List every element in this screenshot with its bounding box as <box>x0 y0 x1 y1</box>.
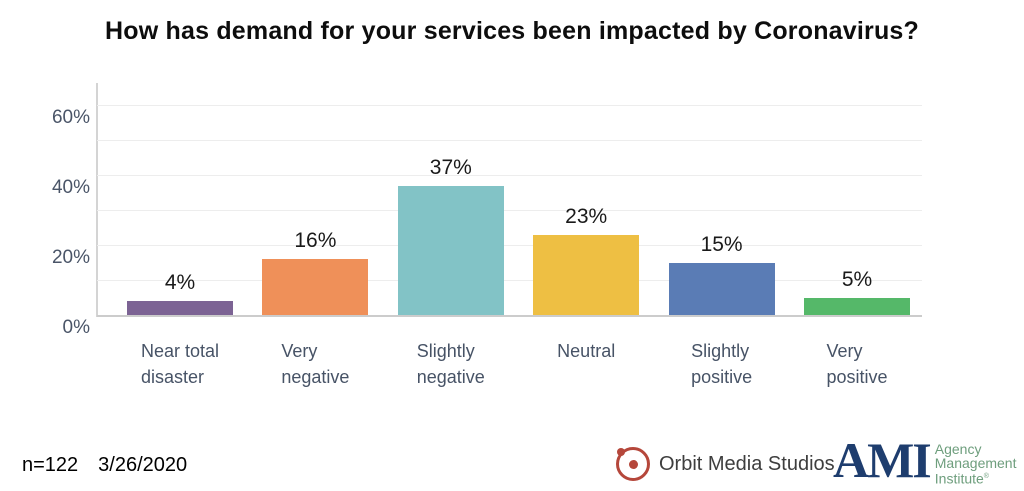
x-category-label: Slightly positive <box>647 338 797 390</box>
orbit-center-dot-shape <box>629 460 638 469</box>
ami-line-1: Agency <box>934 441 982 457</box>
x-category-label-line: negative <box>281 367 350 387</box>
gridline-50 <box>97 140 922 141</box>
y-tick-label: 40% <box>51 177 90 198</box>
ami-line-2: Management <box>934 454 1017 471</box>
orbit-ring-shape <box>616 447 650 481</box>
x-category-label-line: Very <box>281 341 318 361</box>
bar-value-label: 16% <box>294 229 337 252</box>
x-category-label: Slightly negative <box>376 338 526 390</box>
bar-value-label: 15% <box>700 232 743 256</box>
bar-neutral <box>533 234 640 315</box>
x-category-label-line: positive <box>826 367 888 387</box>
x-category-label-line: disaster <box>140 367 204 387</box>
orbit-icon <box>616 447 650 481</box>
gridline-40 <box>97 175 922 176</box>
gridline-20 <box>97 245 922 246</box>
gridline-30 <box>97 210 922 211</box>
x-category-label-text: Near total disaster <box>141 338 219 390</box>
bar-value-label: 23% <box>565 204 608 228</box>
trademark-symbol: ® <box>983 473 989 480</box>
orbit-media-logo: Orbit Media Studios <box>616 447 835 481</box>
bar-slightly-negative <box>397 185 504 315</box>
x-category-label-text: Slightly positive <box>691 338 752 390</box>
x-category-label-line: positive <box>691 367 753 387</box>
ami-logo: AMI Agency Management Institute® <box>833 432 1017 488</box>
bar-very-negative <box>262 259 369 315</box>
chart-title: How has demand for your services been im… <box>104 17 919 45</box>
y-tick-label: 20% <box>51 247 90 268</box>
bar-value-label: 5% <box>841 267 873 291</box>
survey-date: 3/26/2020 <box>98 454 188 476</box>
x-category-label: Very negative <box>240 338 390 390</box>
orbit-satellite-dot-shape <box>617 448 625 456</box>
gridline-10 <box>97 280 922 281</box>
x-category-label: Near total disaster <box>105 338 255 390</box>
y-tick-label: 0% <box>62 317 90 338</box>
x-category-label: Very positive <box>782 338 932 390</box>
x-category-label-line: Near total <box>140 341 220 361</box>
x-category-label-text: Very positive <box>826 338 887 390</box>
y-tick-label: 60% <box>51 107 90 128</box>
bar-very-positive <box>804 297 910 315</box>
x-category-label-line: Slightly <box>691 341 750 361</box>
ami-logo-text: Agency Management Institute® <box>934 441 1017 487</box>
x-category-label-text: Very negative <box>281 338 349 390</box>
bar-value-label: 37% <box>429 155 472 179</box>
sample-size: n=122 <box>22 454 79 476</box>
bar-value-label: 4% <box>164 271 196 294</box>
x-category-label-line: Slightly <box>416 341 475 361</box>
x-axis-baseline <box>97 315 922 317</box>
x-category-label-text: Neutral <box>557 338 615 364</box>
x-category-label-line: negative <box>416 367 485 387</box>
x-category-label-line: Very <box>826 341 863 361</box>
bar-slightly-positive <box>668 262 775 315</box>
bar-near-total-disaster <box>127 301 233 315</box>
ami-abbr-text: AMI <box>833 432 932 488</box>
x-category-label: Neutral <box>511 338 661 364</box>
gridline-60 <box>97 105 922 106</box>
x-category-label-line: Neutral <box>557 341 616 361</box>
orbit-logo-text: Orbit Media Studios <box>659 452 835 475</box>
y-axis-spine <box>96 83 98 317</box>
ami-line-3: Institute® <box>934 470 989 487</box>
x-category-label-text: Slightly negative <box>417 338 485 390</box>
footer-note: n=122 3/26/2020 <box>22 454 187 477</box>
